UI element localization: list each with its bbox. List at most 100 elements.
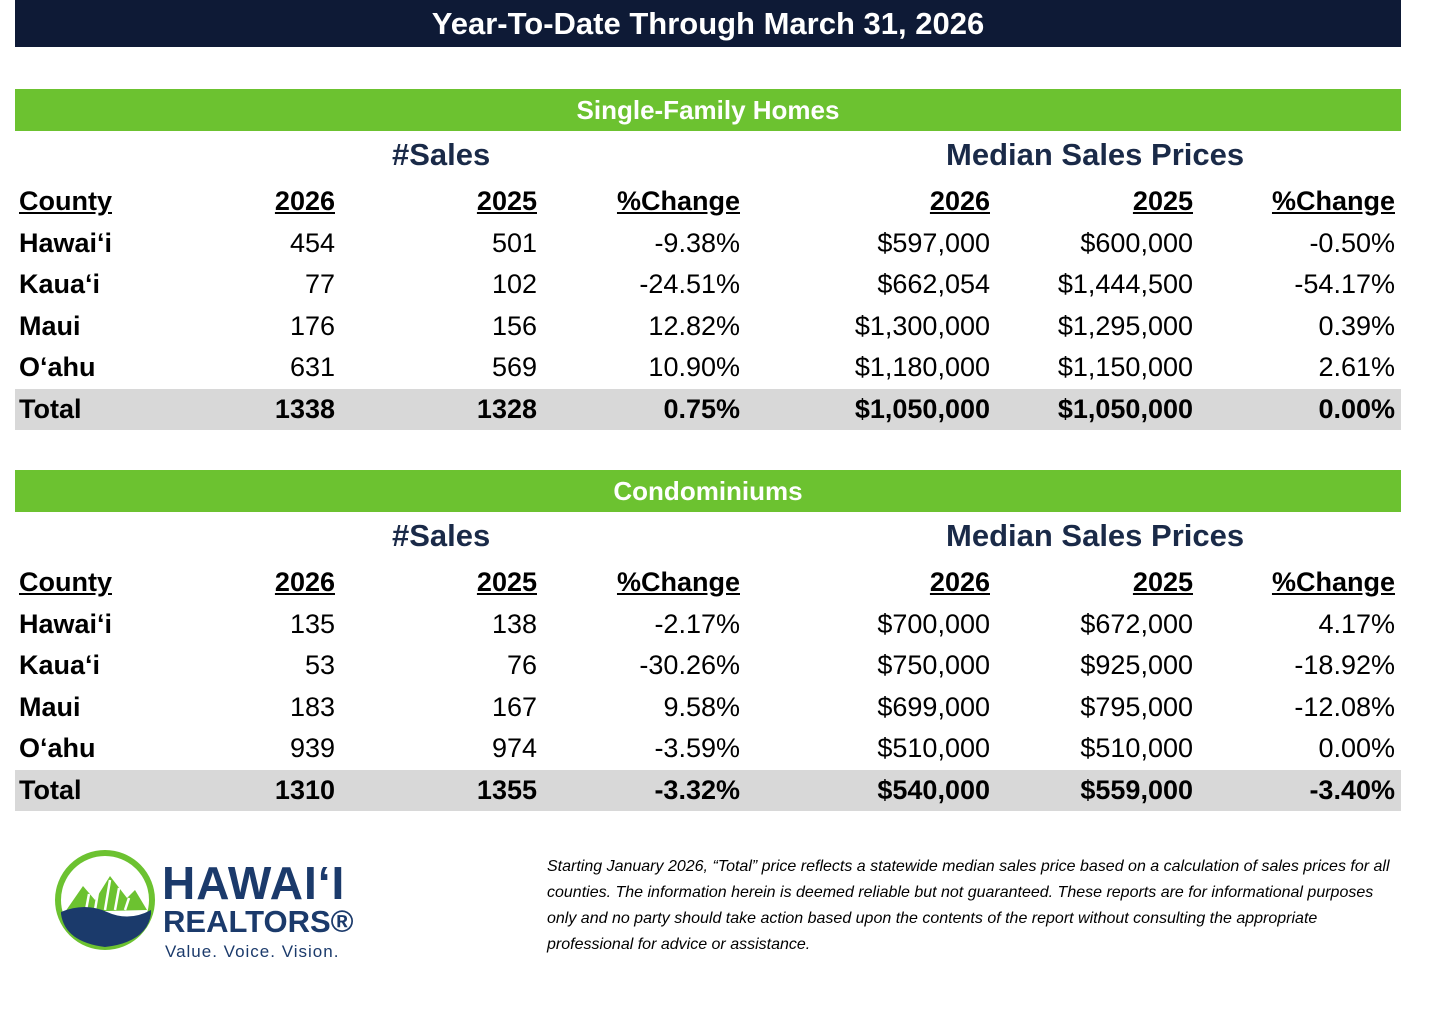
table-header-row: County 2026 2025 %Change 2026 2025 %Chan… xyxy=(15,181,1401,223)
price-2026-cell: $1,300,000 xyxy=(854,310,990,341)
price-change-cell: -0.50% xyxy=(1309,227,1395,258)
price-2025-cell: $795,000 xyxy=(1080,691,1193,722)
table-row: Kauaʻi 53 76 -30.26% $750,000 $925,000 -… xyxy=(15,645,1401,687)
sales-change-cell: 9.58% xyxy=(663,691,740,722)
header-sales-2025: 2025 xyxy=(476,567,537,597)
price-change-cell: 0.39% xyxy=(1318,310,1395,341)
sales-2025-cell: 138 xyxy=(491,608,537,639)
price-2025-cell: $1,295,000 xyxy=(1057,310,1193,341)
sales-change-cell: -3.59% xyxy=(654,733,740,763)
price-2026-cell: $662,054 xyxy=(877,269,990,299)
header-sales-change: %Change xyxy=(616,186,740,216)
total-price-2025: $559,000 xyxy=(1080,774,1193,805)
county-cell: Kauaʻi xyxy=(19,269,101,299)
total-sales-2026: 1310 xyxy=(274,774,335,805)
table-row: Hawaiʻi 454 501 -9.38% $597,000 $600,000… xyxy=(15,223,1401,265)
price-2026-cell: $700,000 xyxy=(877,608,990,639)
total-price-change: 0.00% xyxy=(1318,393,1395,424)
total-sales-2025: 1328 xyxy=(476,393,537,424)
price-change-cell: -18.92% xyxy=(1294,650,1395,680)
total-row: Total 1310 1355 -3.32% $540,000 $559,000… xyxy=(15,769,1401,811)
sales-2025-cell: 974 xyxy=(491,733,537,763)
total-price-2026: $1,050,000 xyxy=(854,393,990,424)
price-2025-cell: $600,000 xyxy=(1080,227,1193,258)
price-2025-cell: $1,150,000 xyxy=(1057,352,1193,382)
table-row: Oʻahu 631 569 10.90% $1,180,000 $1,150,0… xyxy=(15,347,1401,389)
section-header: Condominiums xyxy=(15,470,1401,512)
price-2025-cell: $672,000 xyxy=(1080,608,1193,639)
price-group-label: Median Sales Prices xyxy=(946,518,1245,553)
total-sales-2026: 1338 xyxy=(274,393,335,424)
sales-2025-cell: 501 xyxy=(491,227,537,258)
sales-2025-cell: 569 xyxy=(491,352,537,382)
county-cell: Hawaiʻi xyxy=(19,608,113,639)
sales-2026-cell: 939 xyxy=(289,733,335,763)
sales-2026-cell: 53 xyxy=(304,650,335,680)
single-family-section: Single-Family Homes #Sales Median Sales … xyxy=(15,89,1401,430)
logo-wordmark: HAWAIʻI xyxy=(162,857,346,909)
sales-change-cell: -9.38% xyxy=(654,227,740,258)
header-sales-2026: 2026 xyxy=(274,186,335,216)
total-label: Total xyxy=(19,393,82,424)
price-2026-cell: $1,180,000 xyxy=(854,352,990,382)
header-price-2026: 2026 xyxy=(929,186,990,216)
section-header: Single-Family Homes xyxy=(15,89,1401,131)
county-cell: Oʻahu xyxy=(19,733,96,763)
header-price-change: %Change xyxy=(1271,567,1395,597)
price-2025-cell: $1,444,500 xyxy=(1057,269,1193,299)
table-row: Maui 183 167 9.58% $699,000 $795,000 -12… xyxy=(15,687,1401,729)
header-county: County xyxy=(19,567,112,597)
report-title: Year-To-Date Through March 31, 2026 xyxy=(15,0,1401,47)
sales-group-label: #Sales xyxy=(392,518,491,553)
county-cell: Oʻahu xyxy=(19,352,96,382)
price-2026-cell: $510,000 xyxy=(877,733,990,763)
county-cell: Maui xyxy=(19,691,81,722)
price-change-cell: 4.17% xyxy=(1318,608,1395,639)
header-sales-2025: 2025 xyxy=(476,186,537,216)
sales-2025-cell: 167 xyxy=(491,691,537,722)
total-price-2025: $1,050,000 xyxy=(1057,393,1193,424)
total-price-2026: $540,000 xyxy=(877,774,990,805)
price-change-cell: 0.00% xyxy=(1318,733,1395,763)
total-sales-2025: 1355 xyxy=(476,774,537,805)
price-2025-cell: $925,000 xyxy=(1080,650,1193,680)
header-county: County xyxy=(19,186,112,216)
total-row: Total 1338 1328 0.75% $1,050,000 $1,050,… xyxy=(15,388,1401,430)
group-labels: #Sales Median Sales Prices xyxy=(15,512,1401,562)
logo-subwordmark: REALTORS® xyxy=(163,904,354,939)
total-sales-change: 0.75% xyxy=(663,393,740,424)
mountain-wave-logo-icon xyxy=(55,850,155,950)
header-price-2025: 2025 xyxy=(1132,186,1193,216)
condominiums-section: Condominiums #Sales Median Sales Prices … xyxy=(15,470,1401,811)
sales-2025-cell: 76 xyxy=(506,650,537,680)
hawaii-realtors-logo: HAWAIʻI REALTORS® Value. Voice. Vision. xyxy=(55,848,355,966)
price-change-cell: 2.61% xyxy=(1318,352,1395,382)
table-row: Kauaʻi 77 102 -24.51% $662,054 $1,444,50… xyxy=(15,264,1401,306)
price-2026-cell: $597,000 xyxy=(877,227,990,258)
total-sales-change: -3.32% xyxy=(654,774,740,805)
sales-2026-cell: 176 xyxy=(289,310,335,341)
sales-group-label: #Sales xyxy=(392,137,491,172)
price-2026-cell: $750,000 xyxy=(877,650,990,680)
price-change-cell: -54.17% xyxy=(1294,269,1395,299)
price-2026-cell: $699,000 xyxy=(877,691,990,722)
sales-2026-cell: 135 xyxy=(289,608,335,639)
table-header-row: County 2026 2025 %Change 2026 2025 %Chan… xyxy=(15,562,1401,604)
sales-change-cell: 10.90% xyxy=(648,352,740,382)
price-2025-cell: $510,000 xyxy=(1080,733,1193,763)
sales-change-cell: 12.82% xyxy=(648,310,740,341)
sales-change-cell: -24.51% xyxy=(639,269,740,299)
price-group-label: Median Sales Prices xyxy=(946,137,1245,172)
logo-tagline: Value. Voice. Vision. xyxy=(165,942,340,961)
county-cell: Hawaiʻi xyxy=(19,227,113,258)
header-price-2026: 2026 xyxy=(929,567,990,597)
sales-2026-cell: 454 xyxy=(289,227,335,258)
header-sales-change: %Change xyxy=(616,567,740,597)
sales-2026-cell: 631 xyxy=(289,352,335,382)
total-label: Total xyxy=(19,774,82,805)
table-row: Hawaiʻi 135 138 -2.17% $700,000 $672,000… xyxy=(15,604,1401,646)
sales-2026-cell: 77 xyxy=(304,269,335,299)
sales-change-cell: -30.26% xyxy=(639,650,740,680)
sales-2025-cell: 102 xyxy=(491,269,537,299)
header-price-change: %Change xyxy=(1271,186,1395,216)
